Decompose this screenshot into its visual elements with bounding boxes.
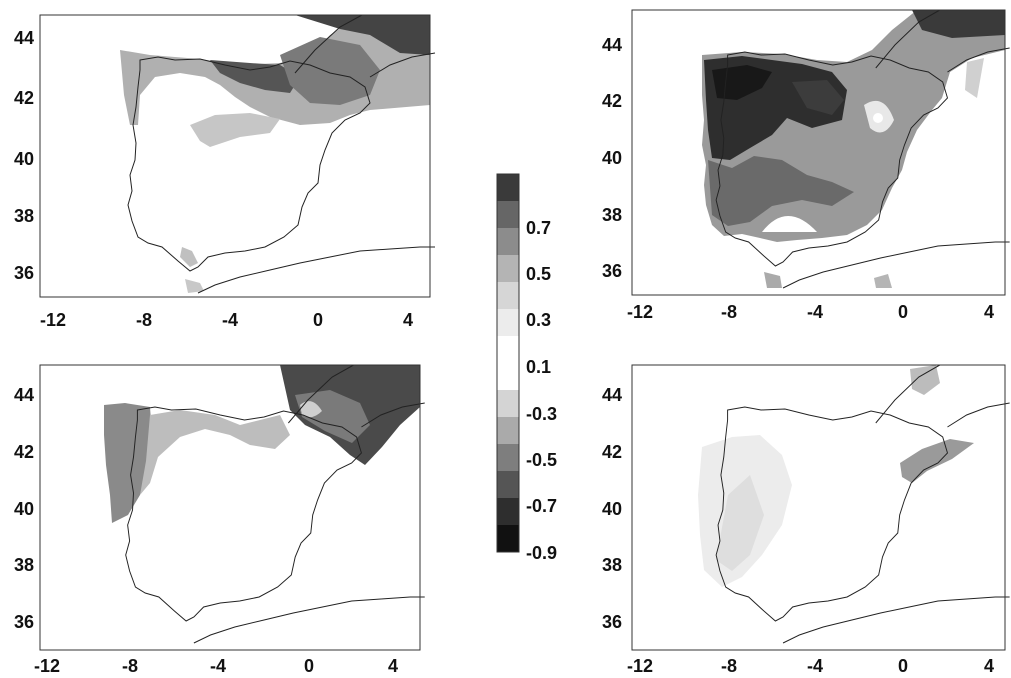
- y-tick-label: 36: [14, 263, 34, 283]
- x-tick-label: -12: [627, 656, 653, 676]
- x-tick-label: -8: [136, 310, 152, 330]
- shading-south-spot: [180, 247, 198, 267]
- y-tick-label: 40: [602, 499, 622, 519]
- colorbar-swatch: [497, 525, 519, 553]
- colorbar-swatch: [497, 498, 519, 526]
- y-tick-label: 42: [602, 91, 622, 111]
- y-tick-label: 44: [602, 385, 622, 405]
- x-tick-label: -8: [721, 656, 737, 676]
- y-tick-label: 40: [14, 149, 34, 169]
- y-tick-label: 38: [14, 206, 34, 226]
- shading-gibraltar-spot: [185, 279, 204, 293]
- x-tick-label: 4: [403, 310, 413, 330]
- colorbar-label: 0.7: [526, 218, 551, 238]
- x-tick-label: -4: [222, 310, 238, 330]
- colorbar-label: 0.5: [526, 264, 551, 284]
- y-tick-label: 40: [14, 499, 34, 519]
- shading-south-light-hole: [762, 216, 817, 232]
- shading-northeast-dark: [912, 10, 1005, 38]
- colorbar-swatch: [497, 336, 519, 364]
- y-tick-label: 42: [602, 442, 622, 462]
- colorbar-swatch: [497, 390, 519, 418]
- shading-west-light-band: [716, 475, 764, 571]
- y-tick-label: 40: [602, 148, 622, 168]
- shading-africa-spot: [874, 274, 892, 288]
- shading-north-sea-spot: [910, 365, 940, 395]
- colorbar-swatch: [497, 417, 519, 445]
- x-tick-label: 0: [898, 302, 908, 322]
- y-tick-label: 38: [602, 205, 622, 225]
- y-tick-label: 38: [602, 555, 622, 575]
- x-tick-label: 4: [984, 656, 994, 676]
- colorbar: [496, 173, 520, 553]
- map-bottom-right: [631, 364, 1011, 651]
- colorbar-label: -0.5: [526, 450, 557, 470]
- colorbar-swatch: [497, 444, 519, 472]
- map-top-right: [631, 9, 1011, 296]
- x-tick-label: -4: [210, 656, 226, 676]
- y-tick-label: 36: [602, 261, 622, 281]
- x-tick-label: 0: [898, 656, 908, 676]
- y-tick-label: 42: [14, 88, 34, 108]
- y-tick-label: 36: [602, 612, 622, 632]
- shading-mid-grey-band: [708, 156, 854, 226]
- y-tick-label: 38: [14, 555, 34, 575]
- map-bottom-left: [39, 364, 426, 651]
- colorbar-label: 0.1: [526, 357, 551, 377]
- shading-center-white-dot: [873, 113, 883, 123]
- shading-central-tongue: [190, 113, 280, 147]
- x-tick-label: -12: [40, 310, 66, 330]
- x-tick-label: 4: [388, 656, 398, 676]
- colorbar-label: -0.7: [526, 496, 557, 516]
- x-tick-label: -12: [627, 302, 653, 322]
- x-tick-label: -12: [34, 656, 60, 676]
- colorbar-swatch: [497, 363, 519, 391]
- x-tick-label: -4: [807, 302, 823, 322]
- shading-northeast-light-spot: [300, 401, 322, 418]
- x-tick-label: 4: [984, 302, 994, 322]
- y-tick-label: 44: [14, 385, 34, 405]
- colorbar-swatch: [497, 174, 519, 202]
- shading-west-coast-light: [140, 410, 290, 495]
- y-tick-label: 44: [14, 28, 34, 48]
- x-tick-label: -8: [122, 656, 138, 676]
- shading-west-coast-band: [104, 403, 152, 523]
- y-tick-label: 36: [14, 612, 34, 632]
- colorbar-swatch: [497, 201, 519, 229]
- x-tick-label: 0: [313, 310, 323, 330]
- colorbar-label: -0.3: [526, 404, 557, 424]
- colorbar-swatch: [497, 309, 519, 337]
- shading-northeast-light: [965, 58, 984, 98]
- y-tick-label: 44: [602, 35, 622, 55]
- shading-northeast-dark: [295, 15, 430, 55]
- shading-north-dark: [210, 60, 300, 93]
- y-tick-label: 42: [14, 442, 34, 462]
- shading-central-dark: [792, 80, 844, 115]
- colorbar-swatch: [497, 282, 519, 310]
- shading-gibraltar-spot: [764, 272, 782, 288]
- colorbar-swatch: [497, 255, 519, 283]
- colorbar-swatch: [497, 228, 519, 256]
- x-tick-label: -8: [721, 302, 737, 322]
- colorbar-label: -0.9: [526, 543, 557, 563]
- colorbar-swatch: [497, 471, 519, 499]
- shading-northeast-mid: [280, 37, 380, 105]
- colorbar-label: 0.3: [526, 310, 551, 330]
- shading-east-coast-band: [900, 439, 974, 483]
- map-top-left: [39, 14, 436, 298]
- x-tick-label: -4: [807, 656, 823, 676]
- x-tick-label: 0: [304, 656, 314, 676]
